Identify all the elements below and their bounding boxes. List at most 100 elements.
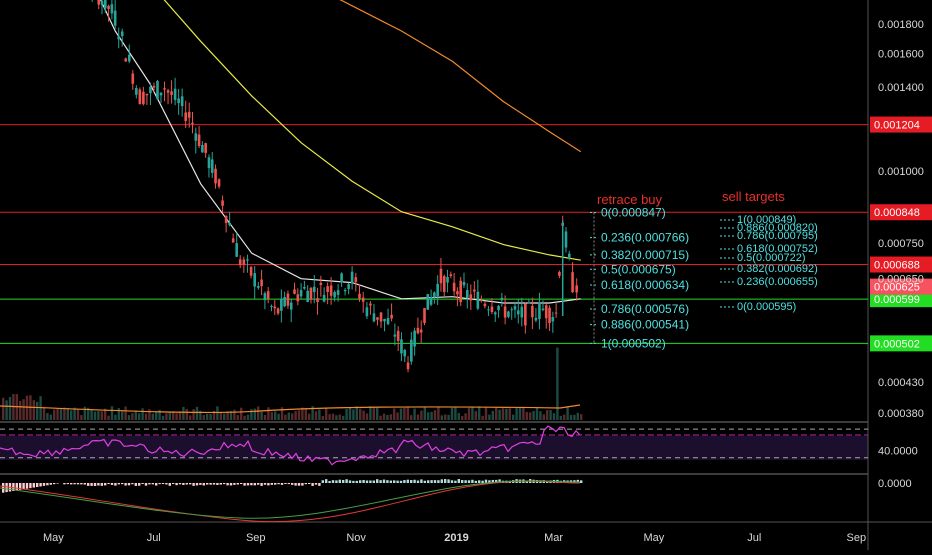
macd-histogram-bar (277, 483, 279, 484)
macd-histogram-bar (437, 480, 439, 483)
macd-histogram-bar (84, 483, 86, 485)
volume-bar (203, 415, 205, 420)
volume-bar (427, 412, 429, 420)
macd-histogram-bar (141, 483, 143, 484)
volume-bar (22, 399, 24, 420)
macd-histogram-bar (53, 483, 55, 484)
candle-body (156, 81, 159, 99)
macd-histogram-bar (165, 483, 167, 484)
candle-body (283, 297, 286, 306)
candle-body (228, 223, 231, 225)
volume-bar (379, 416, 381, 420)
volume-bar (556, 348, 558, 420)
macd-histogram-bar (373, 480, 375, 483)
macd-histogram-bar (451, 480, 453, 483)
volume-bar (505, 409, 507, 420)
candle-body (555, 313, 558, 314)
volume-bar (277, 414, 279, 420)
macd-histogram-bar (444, 479, 446, 483)
volume-bar (9, 397, 11, 420)
macd-histogram-bar (216, 483, 218, 485)
macd-histogram-bar (128, 483, 130, 485)
candle-body (575, 285, 578, 292)
retrace-fib-label: 1(0.000502) (601, 336, 666, 350)
candle-body (201, 145, 204, 152)
candle-body (167, 90, 170, 92)
volume-bar (124, 406, 126, 420)
candle-body (104, 0, 107, 8)
retrace-fib-label: 0.236(0.000766) (601, 231, 689, 245)
volume-bar (165, 413, 167, 420)
volume-bar (485, 407, 487, 420)
volume-bar (209, 414, 211, 420)
time-tick-label: Nov (346, 532, 366, 544)
macd-histogram-bar (454, 481, 456, 483)
volume-bar (192, 409, 194, 420)
candle-body (277, 308, 280, 313)
candle-body (477, 292, 480, 309)
candle-body (239, 259, 242, 265)
volume-bar (196, 407, 198, 420)
volume-bar (515, 408, 517, 420)
volume-bar (430, 412, 432, 420)
volume-bar (305, 408, 307, 420)
volume-bar (417, 415, 419, 420)
macd-histogram-bar (172, 483, 174, 484)
candle-body (494, 312, 497, 314)
volume-bar (128, 415, 130, 420)
macd-histogram-bar (43, 483, 45, 486)
candle-body (316, 298, 319, 302)
volume-bar (135, 411, 137, 420)
sell-fib-label: 0.786(0.000795) (737, 230, 818, 242)
volume-bar (233, 410, 235, 420)
candle-body (204, 143, 207, 153)
volume-bar (352, 409, 354, 420)
macd-histogram-bar (475, 481, 477, 483)
macd-histogram-bar (90, 483, 92, 486)
macd-histogram-bar (260, 483, 262, 486)
macd-histogram-bar (226, 483, 228, 485)
volume-bar (118, 408, 120, 420)
volume-bar (247, 415, 249, 420)
volume-bar (512, 415, 514, 420)
candle-body (323, 295, 326, 302)
macd-histogram-bar (36, 483, 38, 487)
volume-bar (162, 416, 164, 420)
macd-histogram-bar (179, 483, 181, 484)
volume-bar (396, 412, 398, 420)
volume-bar (577, 413, 579, 420)
macd-histogram-bar (434, 480, 436, 483)
volume-bar (475, 411, 477, 420)
macd-histogram-bar (5, 483, 7, 492)
volume-bar (386, 415, 388, 420)
macd-histogram-bar (284, 483, 286, 484)
macd-histogram-bar (339, 480, 341, 483)
candle-body (480, 300, 483, 301)
candle-body (487, 309, 490, 310)
macd-histogram-bar (213, 483, 215, 485)
candle-body (107, 6, 110, 9)
candle-body (362, 298, 365, 302)
candle-body (221, 200, 224, 205)
volume-bar (315, 411, 317, 420)
candle-body (160, 93, 163, 96)
candle-body (264, 293, 267, 300)
volume-bar (220, 412, 222, 420)
volume-bar (5, 400, 7, 420)
volume-bar (182, 407, 184, 420)
volume-bar (362, 411, 364, 420)
macd-histogram-bar (33, 483, 35, 488)
macd-histogram-bar (342, 480, 344, 483)
candle-body (208, 157, 211, 168)
macd-histogram-bar (111, 483, 113, 485)
macd-histogram-bar (322, 480, 324, 483)
macd-histogram-bar (430, 480, 432, 483)
candle-body (153, 86, 156, 88)
candle-body (403, 350, 406, 356)
macd-histogram-bar (182, 483, 184, 485)
candle-body (417, 328, 420, 333)
volume-bar (458, 413, 460, 420)
volume-bar (90, 410, 92, 420)
